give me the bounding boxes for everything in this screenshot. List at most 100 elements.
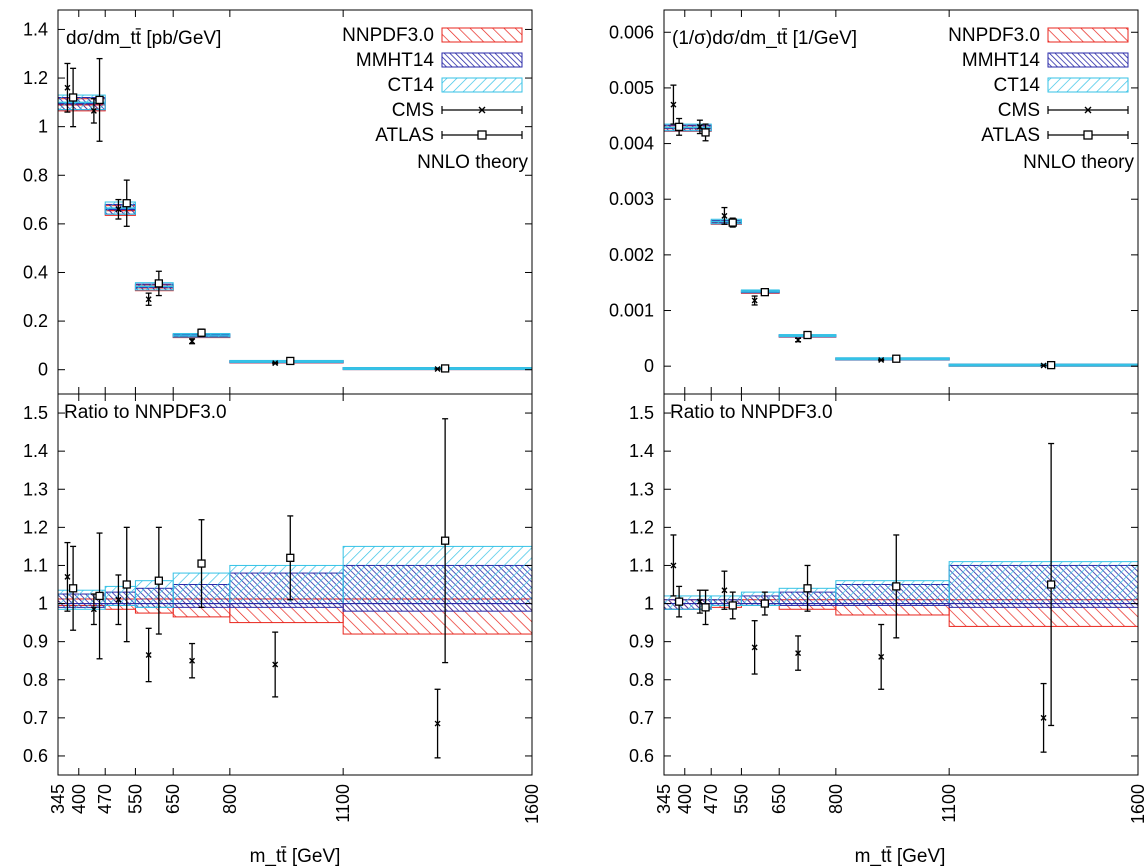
chart-left: 00.20.40.60.811.21.4 dσ/dm_tt̄ [pb/GeV] … bbox=[23, 9, 542, 867]
left-xtick-label-4: 650 bbox=[163, 784, 183, 814]
right-top-atlas-point-3 bbox=[760, 288, 769, 297]
left-xtick-label-3: 550 bbox=[125, 784, 145, 814]
right-top-cms-point-2 bbox=[721, 206, 728, 225]
left-top-cms-point-6 bbox=[434, 365, 441, 372]
left-ratio-cms-point-2 bbox=[115, 574, 122, 626]
left-ratio-atlas-point-5 bbox=[286, 515, 295, 601]
right-bottom-xticks bbox=[663, 394, 1139, 775]
left-top-plot-area: 0 0.2 0.4 0.6 0.8 1 1.2 1.4 dσ/dm_tt̄ [pb/GeV] bbox=[23, 9, 533, 395]
right-legend-cms-label: CMS bbox=[998, 100, 1040, 121]
left-top-ytick-label-1: 0.2 bbox=[23, 311, 48, 331]
left-top-cms-point-3 bbox=[145, 292, 152, 306]
left-xtick-labels: 345 400 470 550 650 800 1100 1600 bbox=[48, 784, 542, 824]
left-top-ytick-label-0: 0 bbox=[38, 360, 48, 380]
right-legend: NNPDF3.0 MMHT14 CT14 CMS ATLAS NNLO theo… bbox=[948, 25, 1134, 173]
left-xtick-label-7: 1600 bbox=[522, 784, 542, 824]
right-top-atlas-point-4 bbox=[803, 330, 812, 340]
left-bottom-ytick-label-4: 1 bbox=[38, 594, 48, 614]
right-ratio-atlas-point-3 bbox=[760, 591, 769, 616]
left-legend-mmht-swatch bbox=[441, 52, 523, 68]
right-xtick-label-5: 800 bbox=[826, 784, 846, 814]
left-top-data-points bbox=[64, 57, 450, 373]
right-ratio-label: Ratio to NNPDF3.0 bbox=[670, 402, 833, 423]
right-top-xticks bbox=[663, 10, 1139, 394]
left-top-ytick-label-7: 1.4 bbox=[23, 19, 48, 39]
left-legend-nnpdf-label: NNPDF3.0 bbox=[342, 25, 434, 46]
left-bottom-ytick-label-0: 0.6 bbox=[23, 746, 48, 766]
left-top-ytick-label-3: 0.6 bbox=[23, 214, 48, 234]
left-top-atlas-point-0 bbox=[68, 67, 78, 128]
right-top-plot-area: 0 0.001 0.002 0.003 0.004 0.005 0.006 (1/σ)dσ/… bbox=[609, 9, 1139, 395]
left-ratio-atlas-point-2 bbox=[122, 526, 131, 643]
right-bottom-ytick-label-1: 0.7 bbox=[629, 708, 654, 728]
right-bottom-ytick-label-4: 1 bbox=[644, 594, 654, 614]
right-legend-atlas-marker bbox=[1047, 130, 1129, 140]
left-bottom-ytick-label-1: 0.7 bbox=[23, 708, 48, 728]
left-xtick-label-5: 800 bbox=[220, 784, 240, 814]
left-bottom-xticks bbox=[57, 394, 533, 775]
left-bottom-yticks: 0.6 0.7 0.8 0.9 1 1.1 1.2 1.3 1.4 1.5 bbox=[23, 403, 532, 766]
left-top-ytick-label-5: 1 bbox=[38, 117, 48, 137]
left-top-yticks: 0 0.2 0.4 0.6 0.8 1 1.2 1.4 bbox=[23, 19, 532, 380]
right-legend-atlas-label: ATLAS bbox=[981, 125, 1040, 146]
right-legend-ct14-label: CT14 bbox=[994, 75, 1041, 96]
left-ratio-label: Ratio to NNPDF3.0 bbox=[64, 402, 227, 423]
right-legend-nnpdf-label: NNPDF3.0 bbox=[948, 25, 1040, 46]
right-top-cms-point-6 bbox=[1040, 362, 1047, 369]
right-top-ytick-label-0: 0 bbox=[644, 356, 654, 376]
left-bottom-ytick-label-6: 1.2 bbox=[23, 517, 48, 537]
left-bottom-ytick-label-2: 0.8 bbox=[23, 670, 48, 690]
right-top-atlas-point-6 bbox=[1046, 360, 1056, 370]
right-top-ytick-label-1: 0.001 bbox=[609, 301, 654, 321]
left-legend: NNPDF3.0 MMHT14 CT14 CMS ATLAS NNLO theo… bbox=[342, 25, 528, 173]
left-top-xticks bbox=[57, 10, 533, 394]
right-bottom-theory-bands bbox=[663, 561, 1139, 627]
left-top-atlas-point-6 bbox=[440, 364, 450, 373]
left-xtick-label-6: 1100 bbox=[333, 784, 353, 823]
right-ratio-cms-point-2 bbox=[721, 570, 728, 610]
right-xtick-label-6: 1100 bbox=[939, 784, 959, 823]
left-xtick-label-0: 345 bbox=[48, 784, 68, 814]
right-top-title: (1/σ)dσ/dm_tt̄ [1/GeV] bbox=[672, 28, 857, 49]
right-top-cms-point-0 bbox=[670, 84, 677, 125]
left-legend-mmht-label: MMHT14 bbox=[356, 50, 435, 71]
right-top-cms-point-4 bbox=[795, 337, 802, 344]
right-xtick-label-1: 400 bbox=[675, 784, 695, 814]
left-ratio-cms-point-6 bbox=[434, 688, 441, 759]
left-ratio-atlas-point-6 bbox=[440, 418, 450, 664]
left-bottom-data-points bbox=[64, 418, 450, 759]
left-ratio-cms-point-4 bbox=[189, 642, 196, 679]
right-legend-mmht-label: MMHT14 bbox=[962, 50, 1041, 71]
right-xtick-label-2: 470 bbox=[701, 784, 721, 814]
right-top-atlas-point-2 bbox=[728, 217, 737, 228]
left-ratio-atlas-point-0 bbox=[68, 545, 78, 631]
left-legend-nnpdf-swatch bbox=[441, 27, 523, 43]
right-top-atlas-point-0 bbox=[674, 117, 684, 136]
right-legend-mmht-swatch bbox=[1047, 52, 1129, 68]
left-top-ytick-label-6: 1.2 bbox=[23, 68, 48, 88]
left-ratio-cms-point-5 bbox=[272, 631, 279, 698]
right-bottom-ytick-label-0: 0.6 bbox=[629, 746, 654, 766]
left-top-cms-point-0 bbox=[64, 62, 71, 113]
right-top-frame bbox=[663, 9, 1139, 395]
left-xtick-label-2: 470 bbox=[95, 784, 115, 814]
right-top-yticks: 0 0.001 0.002 0.003 0.004 0.005 0.006 bbox=[609, 22, 1138, 376]
left-top-atlas-point-1 bbox=[95, 57, 104, 142]
left-bottom-ytick-label-5: 1.1 bbox=[23, 555, 48, 575]
left-top-atlas-point-5 bbox=[286, 356, 295, 366]
right-xtick-labels: 345 400 470 550 650 800 1100 1600 bbox=[654, 784, 1148, 824]
left-top-atlas-point-3 bbox=[154, 270, 163, 297]
right-legend-nnpdf-swatch bbox=[1047, 27, 1129, 43]
right-bottom-ytick-label-7: 1.3 bbox=[629, 479, 654, 499]
right-bottom-plot-area: 0.6 0.7 0.8 0.9 1 1.1 1.2 1.3 1.4 1.5 Ratio to NN… bbox=[629, 393, 1139, 776]
right-bottom-data-points bbox=[670, 442, 1056, 753]
left-ratio-atlas-point-3 bbox=[154, 526, 163, 635]
left-legend-cms-marker bbox=[441, 106, 523, 114]
left-bottom-frame bbox=[57, 393, 533, 776]
right-bottom-ytick-label-5: 1.1 bbox=[629, 555, 654, 575]
left-ratio-atlas-point-4 bbox=[197, 519, 206, 609]
left-ratio-cms-point-1 bbox=[90, 593, 97, 626]
right-xtick-label-7: 1600 bbox=[1128, 784, 1148, 824]
left-top-title: dσ/dm_tt̄ [pb/GeV] bbox=[66, 28, 221, 49]
